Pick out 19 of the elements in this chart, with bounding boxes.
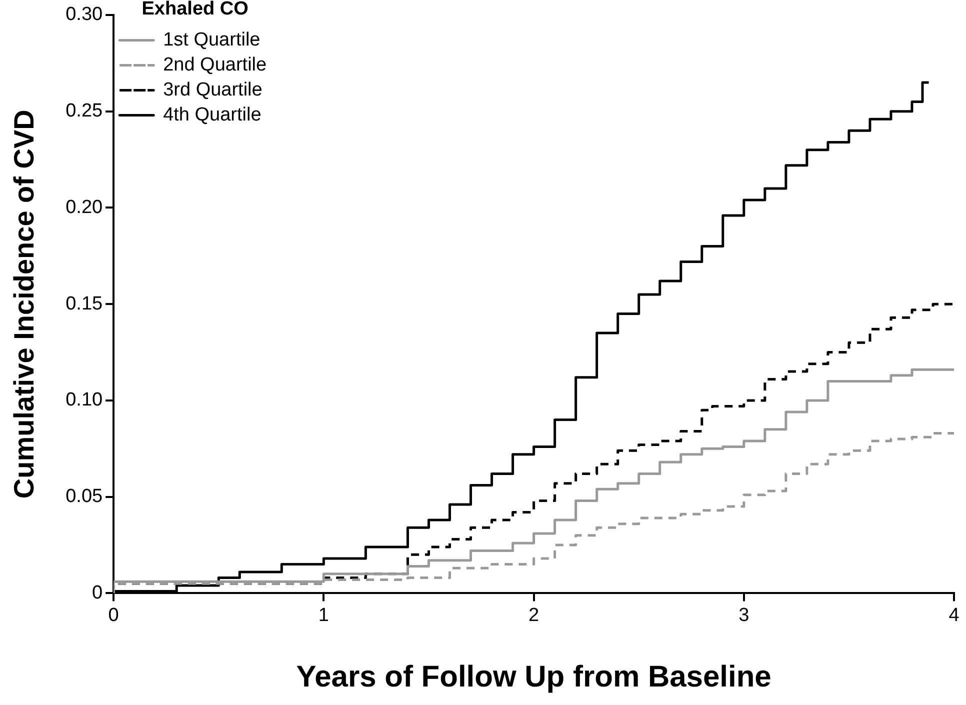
y-tick-label: 0 [92, 582, 103, 604]
x-tick-label: 4 [948, 604, 960, 626]
x-tick-label: 3 [738, 604, 750, 626]
y-tick-label: 0.05 [66, 486, 103, 508]
y-tick-label: 0.30 [66, 4, 103, 26]
y-tick-label: 0.25 [66, 100, 103, 122]
x-axis-title: Years of Follow Up from Baseline [296, 660, 772, 694]
y-tick-label: 0.15 [66, 293, 103, 314]
legend-label: 3rd Quartile [163, 80, 262, 101]
legend-label: 2nd Quartile [163, 54, 267, 76]
legend-label: 4th Quartile [163, 104, 262, 126]
y-tick-label: 0.10 [66, 390, 103, 411]
x-tick-label: 1 [318, 604, 329, 626]
y-axis-title: Cumulative Incidence of CVD [8, 110, 40, 499]
x-tick-label: 2 [528, 604, 540, 626]
x-tick-label: 0 [108, 604, 119, 626]
y-tick-label: 0.20 [66, 196, 103, 218]
legend-label: 1st Quartile [163, 30, 260, 51]
legend-title: Exhaled CO [142, 0, 248, 20]
